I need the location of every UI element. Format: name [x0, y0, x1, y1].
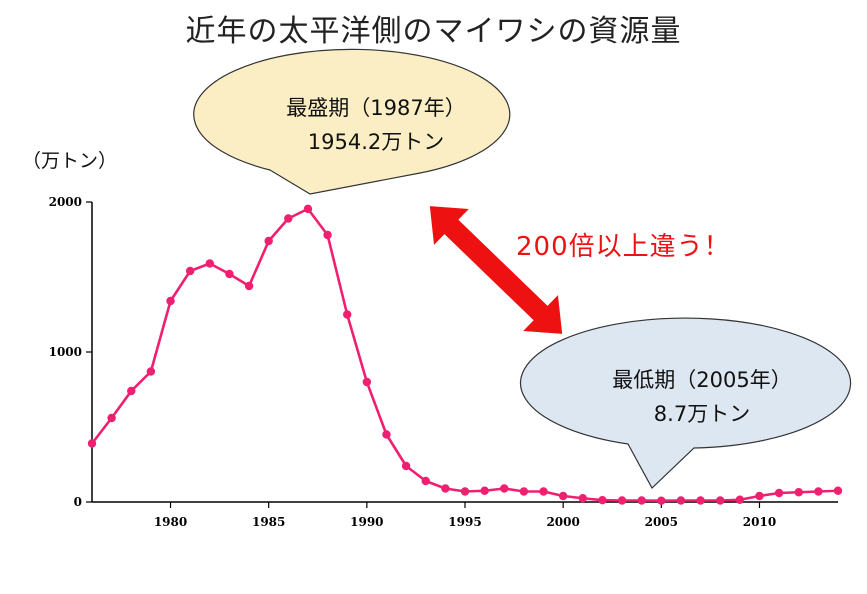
chart-title: 近年の太平洋側のマイワシの資源量	[185, 14, 682, 49]
data-point	[676, 496, 686, 505]
comparison-text: 200倍以上違う！	[516, 232, 731, 262]
data-point	[500, 484, 509, 493]
data-point	[519, 487, 529, 496]
peak-callout: 最盛期（1987年） 1954.2万トン	[193, 48, 511, 195]
data-point	[657, 496, 666, 505]
x-tick-label: 1995	[448, 515, 481, 529]
data-point	[755, 491, 764, 501]
data-point	[421, 476, 430, 486]
x-tick-label: 2010	[743, 515, 776, 529]
data-point	[362, 377, 372, 387]
data-point	[284, 214, 293, 223]
data-point	[166, 296, 175, 306]
data-point	[696, 496, 705, 505]
data-point	[578, 494, 587, 503]
data-point	[343, 310, 352, 319]
data-point	[637, 496, 646, 505]
x-tick-label: 1980	[154, 515, 187, 529]
data-point	[716, 496, 725, 505]
data-point	[205, 259, 214, 268]
y-tick-label: 0	[74, 495, 82, 509]
data-point	[244, 281, 254, 291]
y-tick-label: 1000	[49, 345, 82, 359]
data-point	[323, 230, 332, 240]
data-point	[107, 413, 116, 423]
data-point	[833, 486, 843, 495]
data-point	[127, 386, 136, 396]
data-point	[598, 496, 607, 505]
data-point	[539, 487, 548, 496]
data-point	[558, 491, 568, 501]
y-tick-label: 2000	[49, 195, 82, 209]
data-point	[225, 269, 234, 279]
x-tick-label: 1990	[350, 515, 383, 529]
data-point	[146, 367, 156, 376]
y-unit-label: （万トン）	[22, 150, 118, 172]
data-point	[480, 486, 489, 495]
peak-callout-line2: 1954.2万トン	[308, 130, 444, 154]
data-point	[382, 430, 391, 439]
data-point	[264, 236, 273, 246]
low-callout-line1: 最低期（2005年）	[612, 368, 791, 392]
x-tick-label: 1985	[252, 515, 285, 529]
x-tick-label: 2005	[645, 515, 678, 529]
peak-callout-bubble	[193, 48, 511, 195]
low-callout: 最低期（2005年） 8.7万トン	[519, 317, 852, 489]
data-point	[441, 484, 450, 493]
data-point	[185, 266, 195, 276]
data-point	[460, 487, 470, 496]
data-point	[303, 204, 313, 214]
data-point	[401, 461, 411, 471]
peak-callout-line1: 最盛期（1987年）	[286, 96, 465, 120]
low-callout-line2: 8.7万トン	[654, 402, 750, 426]
data-point	[794, 488, 803, 497]
data-point	[735, 495, 745, 504]
axis-ticks: 1980 1985 1990 1995 2000 2005 2010 0 1000 2000	[49, 195, 777, 529]
series-group	[87, 204, 843, 505]
x-tick-label: 2000	[546, 515, 579, 529]
low-callout-bubble	[519, 317, 852, 489]
comparison-double-arrow	[429, 206, 563, 334]
data-point	[617, 496, 627, 505]
data-point	[87, 439, 97, 448]
data-point	[774, 488, 784, 498]
data-point	[814, 487, 823, 496]
